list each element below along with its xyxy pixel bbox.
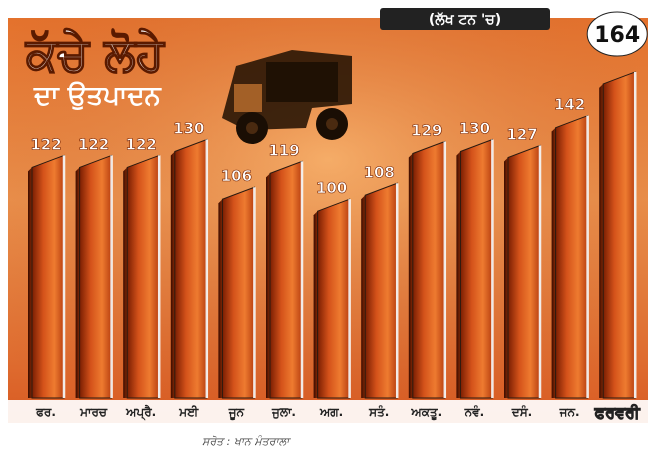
- value-label-11: 142: [554, 96, 585, 114]
- bar-6: [317, 198, 351, 399]
- month-label-2: ਅਪ੍ਰੈ.: [125, 404, 156, 420]
- month-label-11: ਜਨ.: [559, 405, 580, 419]
- bar-2: [126, 154, 160, 399]
- value-label-10: 127: [506, 125, 537, 143]
- bar-7: [364, 182, 398, 399]
- value-label-9: 130: [459, 120, 490, 138]
- month-label-7: ਸਤੰ.: [368, 404, 389, 419]
- value-label-12: 164: [594, 23, 640, 48]
- bar-side-8: [408, 153, 413, 398]
- month-labels-layer: ਫਰ. ਮਾਰਚ ਅਪ੍ਰੈ. ਮਈ ਜੂਨ ਜੁਲਾ. ਅਗ. ਸਤੰ. ਅਕਤੂ. ਨਵੰ. ਦ…: [35, 403, 641, 423]
- bar-side-1: [75, 167, 80, 398]
- source-note: ਸਰੋਤ : ਖਾਨ ਮੰਤਰਾਲਾ: [202, 435, 292, 448]
- bar-side-12: [599, 83, 604, 398]
- bar-1: [79, 154, 113, 399]
- value-label-3: 130: [173, 120, 204, 138]
- bar-side-0: [28, 167, 32, 398]
- month-label-3: ਮਈ: [178, 405, 199, 419]
- mining-truck-illustration: [222, 50, 352, 144]
- bar-side-6: [313, 211, 318, 398]
- bar-10: [507, 144, 541, 399]
- bar-side-5: [266, 173, 270, 398]
- value-label-8: 129: [411, 122, 442, 140]
- bar-side-4: [218, 199, 223, 398]
- value-label-6: 100: [316, 179, 347, 197]
- unit-label: (ਲੱਖ ਟਨ 'ਚ): [429, 12, 501, 28]
- bar-11: [555, 114, 589, 399]
- chart-title: ਕੱਚੇ ਲੋਹੇ: [24, 27, 165, 81]
- bar-side-3: [170, 151, 175, 398]
- month-label-8: ਅਕਤੂ.: [410, 405, 442, 421]
- value-label-4: 106: [221, 167, 252, 185]
- month-label-6: ਅਗ.: [319, 405, 343, 419]
- bar-5: [269, 160, 303, 399]
- month-strip: [8, 400, 648, 423]
- value-label-2: 122: [126, 135, 157, 153]
- chart-subtitle: ਦਾ ਉਤਪਾਦਨ: [33, 81, 163, 111]
- bar-side-9: [456, 151, 461, 398]
- month-label-1: ਮਾਰਚ: [79, 405, 108, 419]
- bar-4: [221, 186, 255, 399]
- bar-9: [459, 138, 493, 399]
- bar-0: [31, 154, 65, 399]
- value-label-0: 122: [30, 135, 61, 153]
- month-label-4: ਜੂਨ: [228, 405, 245, 421]
- month-label-0: ਫਰ.: [35, 405, 56, 419]
- bar-8: [412, 140, 446, 399]
- month-label-9: ਨਵੰ.: [464, 404, 485, 419]
- unit-badge: [380, 8, 550, 30]
- month-label-5: ਜੁਲਾ.: [271, 405, 296, 419]
- bar-12: [602, 71, 636, 399]
- bar-side-2: [123, 167, 128, 398]
- month-label-12: ਫਰਵਰੀ: [594, 403, 641, 422]
- bar-3: [174, 138, 208, 399]
- value-label-1: 122: [78, 135, 109, 153]
- value-labels-layer: 122 122 122 130 106 119 100 108 129 130 127 142 164: [30, 11, 648, 197]
- month-label-10: ਦਸੰ.: [511, 404, 533, 419]
- bar-side-7: [361, 195, 366, 398]
- highlight-badge: [586, 11, 648, 57]
- bar-side-11: [551, 127, 556, 398]
- bar-side-10: [504, 157, 508, 398]
- value-label-7: 108: [364, 163, 395, 181]
- value-label-5: 119: [268, 141, 299, 159]
- bars-layer: [28, 71, 637, 399]
